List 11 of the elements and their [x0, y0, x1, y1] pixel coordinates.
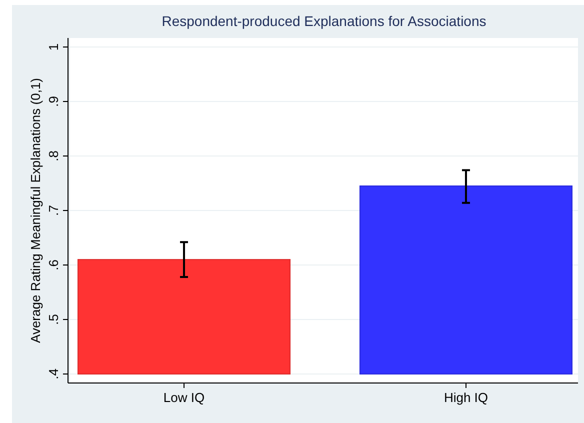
y-tick-label: .9 — [46, 96, 61, 107]
y-tick-label: .7 — [46, 205, 61, 216]
y-tick-label: .6 — [46, 260, 61, 270]
x-tick-label: Low IQ — [163, 390, 205, 405]
y-tick-label: .5 — [46, 314, 61, 325]
y-axis-title: Average Rating Meaningful Explanations (0,1) — [28, 78, 43, 343]
chart-title: Respondent-produced Explanations for Associations — [162, 13, 486, 29]
y-tick-label: .4 — [46, 368, 61, 380]
x-tick-label: High IQ — [444, 390, 488, 405]
y-tick-label: .8 — [46, 150, 61, 162]
y-tick-label: 1 — [46, 43, 61, 51]
